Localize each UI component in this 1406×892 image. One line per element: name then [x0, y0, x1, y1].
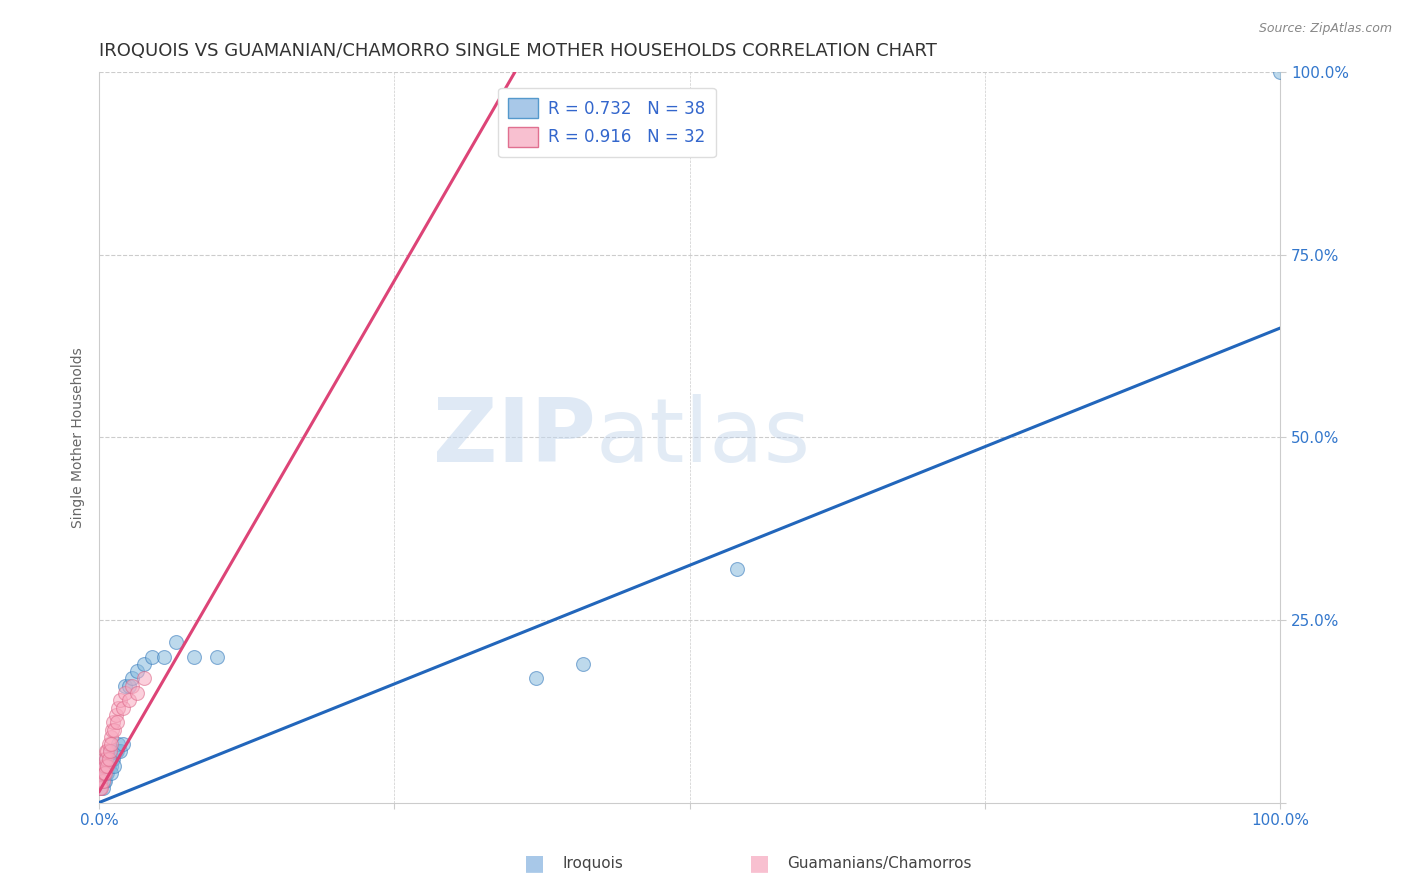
Point — [165, 635, 187, 649]
Point — [96, 744, 118, 758]
Text: IROQUOIS VS GUAMANIAN/CHAMORRO SINGLE MOTHER HOUSEHOLDS CORRELATION CHART: IROQUOIS VS GUAMANIAN/CHAMORRO SINGLE MO… — [100, 42, 936, 60]
Point — [94, 766, 117, 780]
Point — [89, 780, 111, 795]
Point — [725, 562, 748, 576]
Point — [97, 752, 120, 766]
Point — [93, 752, 115, 766]
Point — [100, 759, 122, 773]
Point — [90, 773, 112, 788]
Point — [121, 672, 143, 686]
Text: ZIP: ZIP — [433, 394, 595, 481]
Text: ■: ■ — [524, 854, 544, 873]
Point — [111, 737, 134, 751]
Point — [114, 679, 136, 693]
Text: Iroquois: Iroquois — [562, 856, 623, 871]
Point — [96, 744, 118, 758]
Point — [96, 752, 118, 766]
Point — [110, 744, 132, 758]
Point — [97, 752, 120, 766]
Point — [96, 766, 118, 780]
Point — [105, 744, 128, 758]
Point — [107, 737, 129, 751]
Point — [103, 759, 125, 773]
Point — [132, 657, 155, 671]
Point — [101, 752, 124, 766]
Point — [96, 759, 118, 773]
Point — [111, 700, 134, 714]
Point — [93, 766, 115, 780]
Point — [91, 759, 114, 773]
Point — [118, 693, 141, 707]
Point — [90, 780, 112, 795]
Point — [97, 759, 120, 773]
Point — [207, 649, 229, 664]
Point — [96, 759, 118, 773]
Point — [104, 707, 127, 722]
Point — [125, 664, 148, 678]
Point — [97, 737, 120, 751]
Point — [93, 773, 115, 788]
Point — [105, 715, 128, 730]
Point — [90, 766, 112, 780]
Point — [118, 679, 141, 693]
Point — [100, 766, 122, 780]
Point — [98, 744, 121, 758]
Point — [96, 752, 118, 766]
Point — [1270, 65, 1292, 79]
Point — [132, 672, 155, 686]
Point — [524, 672, 547, 686]
Point — [93, 766, 115, 780]
Point — [107, 700, 129, 714]
Point — [572, 657, 595, 671]
Point — [89, 780, 111, 795]
Point — [94, 759, 117, 773]
Point — [114, 686, 136, 700]
Text: Source: ZipAtlas.com: Source: ZipAtlas.com — [1258, 22, 1392, 36]
Point — [100, 730, 122, 744]
Point — [104, 744, 127, 758]
Text: atlas: atlas — [595, 394, 810, 481]
Point — [94, 773, 117, 788]
Point — [89, 773, 111, 788]
Point — [103, 723, 125, 737]
Point — [125, 686, 148, 700]
Point — [101, 723, 124, 737]
Point — [103, 752, 125, 766]
Point — [91, 780, 114, 795]
Point — [153, 649, 176, 664]
Point — [94, 759, 117, 773]
Point — [110, 693, 132, 707]
Y-axis label: Single Mother Households: Single Mother Households — [72, 347, 86, 528]
Legend: R = 0.732   N = 38, R = 0.916   N = 32: R = 0.732 N = 38, R = 0.916 N = 32 — [499, 88, 716, 157]
Point — [100, 737, 122, 751]
Text: ■: ■ — [749, 854, 769, 873]
Point — [91, 773, 114, 788]
Point — [183, 649, 205, 664]
Text: Guamanians/Chamorros: Guamanians/Chamorros — [787, 856, 972, 871]
Point — [98, 744, 121, 758]
Point — [141, 649, 163, 664]
Point — [121, 679, 143, 693]
Point — [96, 766, 118, 780]
Point — [103, 715, 125, 730]
